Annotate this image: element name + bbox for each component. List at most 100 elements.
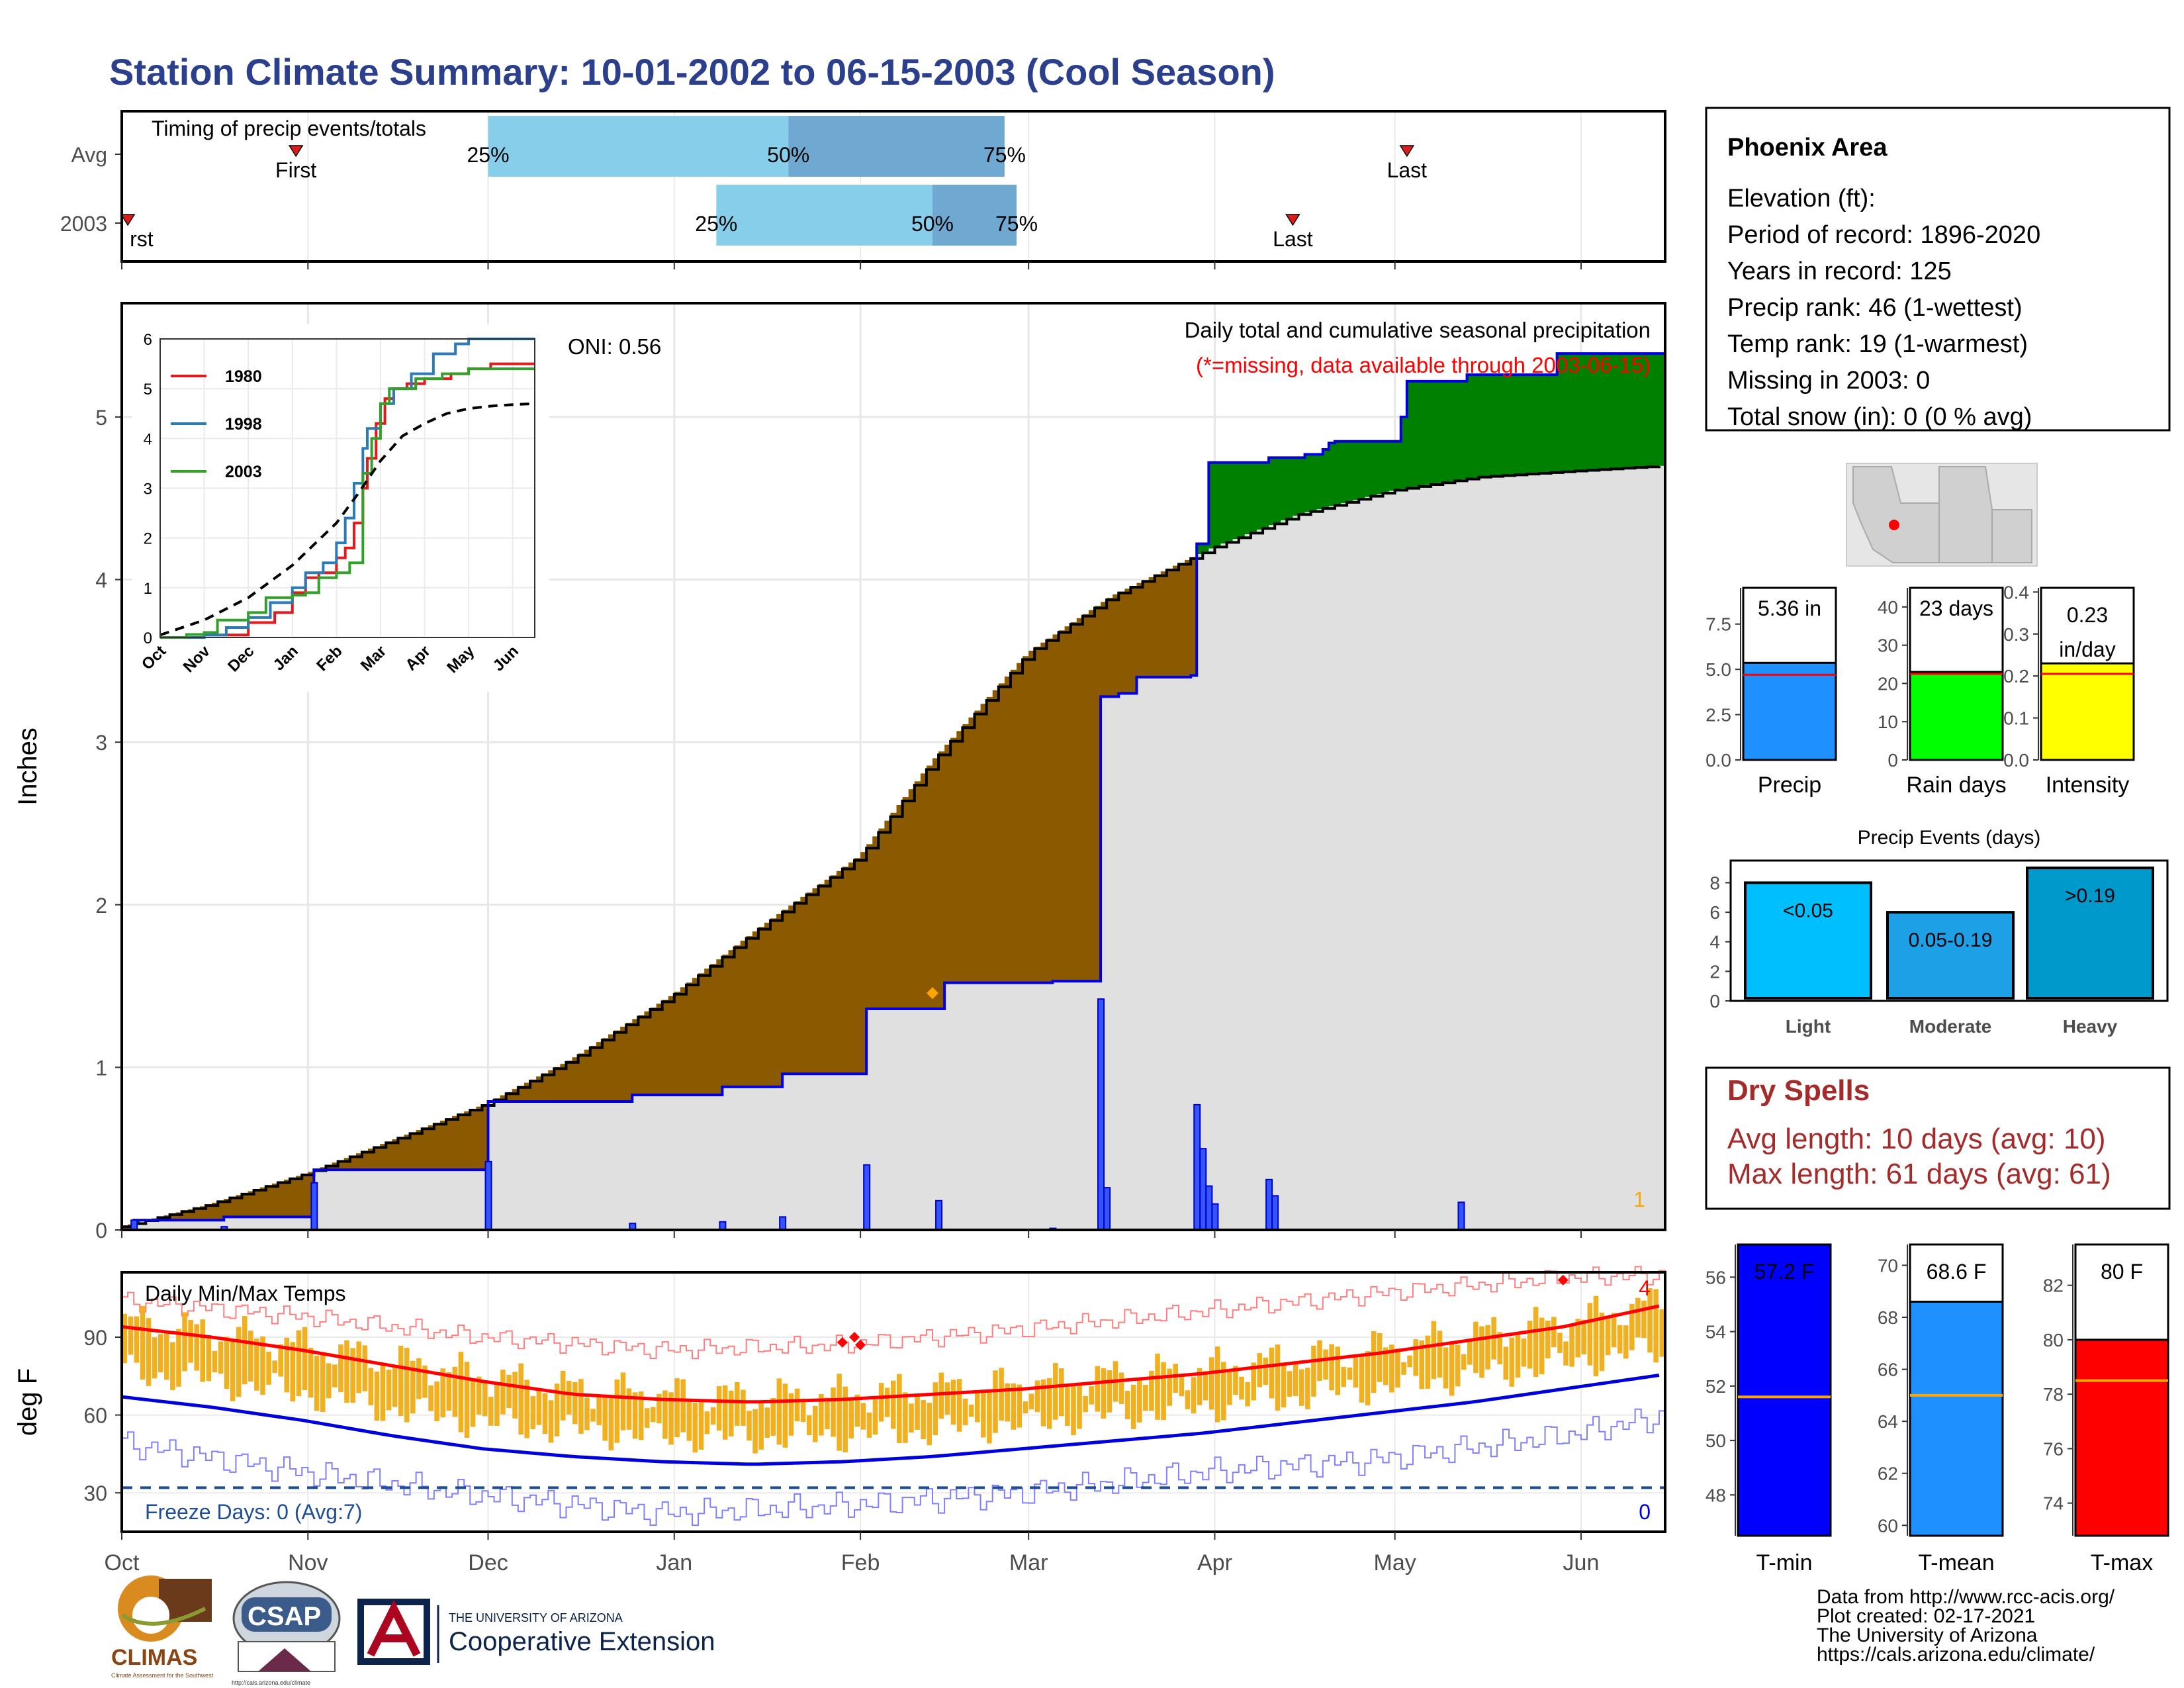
daily-temp-bar [662, 1390, 668, 1439]
cumulative-difference-fill [224, 1199, 230, 1217]
y-tick-label: 30 [83, 1481, 107, 1505]
month-tick-label: Feb [841, 1550, 880, 1575]
inset-y-tick-label: 0 [144, 630, 152, 647]
cumulative-base-fill [1557, 472, 1564, 1231]
station-info-box: Phoenix Area Elevation (ft): Period of r… [1705, 107, 2171, 432]
daily-temp-bar [944, 1382, 950, 1415]
cumulative-difference-fill [716, 959, 723, 1096]
cumulative-difference-fill [1017, 663, 1023, 983]
cumulative-difference-fill [1365, 441, 1371, 497]
precip-panel: 0 1 2 3 4 5 Inches Daily total and cumulative s… [13, 302, 1666, 1243]
summary-y-tick-label: 5.0 [1706, 659, 1731, 680]
y-tick-label: 4 [95, 569, 107, 592]
daily-temp-bar [1323, 1349, 1328, 1380]
cumulative-base-fill [620, 1101, 627, 1230]
cumulative-base-fill [296, 1217, 302, 1230]
daily-temp-bar [620, 1372, 626, 1430]
cumulative-difference-fill [1166, 568, 1173, 677]
cumulative-difference-fill [500, 1095, 507, 1102]
cumulative-difference-fill [1599, 353, 1606, 470]
cumulative-base-fill [1052, 981, 1060, 1230]
cumulative-base-fill [1551, 472, 1558, 1231]
daily-temp-bar [548, 1400, 554, 1443]
cumulative-base-fill [494, 1101, 501, 1230]
cumulative-difference-fill [1449, 381, 1456, 482]
daily-temp-bar [722, 1385, 728, 1440]
events-title: Precip Events (days) [1858, 827, 2041, 849]
cumulative-difference-fill [914, 781, 921, 1009]
cumulative-base-fill [668, 1095, 675, 1230]
inset-bg [132, 324, 549, 692]
summary-y-tick-label: 10 [1878, 712, 1898, 732]
daily-temp-bar [1557, 1333, 1563, 1353]
cumulative-base-fill [980, 982, 987, 1230]
daily-precip-bar [779, 1216, 787, 1231]
cumulative-difference-fill [884, 820, 891, 1009]
cumulative-base-fill [938, 1008, 945, 1230]
daily-precip-bar [484, 1160, 492, 1231]
daily-temp-bar [1208, 1357, 1214, 1410]
station-line: Years in record: 125 [1727, 258, 1952, 285]
daily-temp-bar [260, 1336, 265, 1395]
daily-temp-bar [1413, 1339, 1418, 1376]
daily-temp-bar [1449, 1343, 1455, 1396]
cumulative-base-fill [212, 1220, 218, 1230]
daily-temp-bar [182, 1312, 187, 1372]
events-value-label: 0.05-0.19 [1909, 929, 1993, 951]
temp-panel-title: Daily Min/Max Temps [145, 1282, 345, 1305]
cumulative-base-fill [1010, 982, 1017, 1230]
summary-category-label: Rain days [1906, 773, 2006, 798]
daily-temp-bar [806, 1415, 812, 1436]
cumulative-difference-fill [271, 1183, 279, 1217]
daily-temp-bar [1629, 1303, 1635, 1350]
daily-temp-bar [320, 1352, 326, 1413]
cumulative-difference-fill [1557, 353, 1564, 473]
cumulative-base-fill [1418, 486, 1426, 1230]
y-tick-label: 60 [83, 1404, 107, 1428]
daily-temp-bar [1251, 1362, 1256, 1401]
daily-temp-bar [1077, 1385, 1082, 1429]
cumulative-base-fill [1587, 470, 1594, 1230]
climas-logo-subtext: Climate Assessment for the Southwest [111, 1672, 214, 1679]
cumulative-base-fill [1635, 467, 1642, 1231]
daily-temp-bar [404, 1348, 410, 1423]
daily-temp-bar [1052, 1363, 1058, 1420]
cumulative-base-fill [458, 1170, 465, 1230]
daily-temp-bar [1191, 1377, 1197, 1414]
freeze-days-label: Freeze Days: 0 (Avg:7) [145, 1500, 362, 1524]
daily-temp-bar [488, 1396, 494, 1426]
daily-temp-bar [284, 1337, 290, 1393]
daily-temp-bar [230, 1341, 236, 1401]
daily-temp-bar [1005, 1383, 1010, 1422]
dry-spells-max: Max length: 61 days (avg: 61) [1727, 1158, 2111, 1190]
daily-temp-bar [878, 1383, 884, 1422]
cumulative-difference-fill [230, 1197, 237, 1217]
cumulative-base-fill [572, 1101, 579, 1230]
events-y-tick-label: 6 [1709, 902, 1720, 923]
cumulative-difference-fill [422, 1127, 429, 1170]
summary-y-tick-label: 0.2 [2003, 666, 2029, 686]
precip-events-bars: Precip Events (days) 0 2 4 6 8 <0.05 Light 0.05-… [1709, 827, 2169, 1037]
temp-summary-y-tick-label: 68 [1878, 1307, 1898, 1328]
cumulative-base-fill [163, 1220, 171, 1230]
daily-temp-bar [1383, 1347, 1388, 1385]
daily-temp-bar [657, 1393, 662, 1424]
daily-temp-bar [1065, 1387, 1070, 1427]
cumulative-difference-fill [1082, 614, 1089, 982]
cumulative-base-fill [578, 1101, 585, 1230]
timing-frame [120, 110, 1666, 263]
summary-y-tick-label: 0.4 [2003, 582, 2029, 602]
timing-p50-label: 50% [767, 143, 809, 167]
daily-temp-bar [842, 1386, 848, 1452]
cumulative-difference-fill [1455, 381, 1462, 481]
daily-temp-bar [398, 1346, 404, 1417]
cumulative-difference-fill [1232, 462, 1240, 539]
daily-temp-bar [758, 1401, 764, 1450]
events-bar [1744, 881, 1872, 1000]
cumulative-difference-fill [187, 1209, 195, 1221]
cumulative-difference-fill [1527, 375, 1533, 474]
cumulative-difference-fill [752, 931, 759, 1087]
cumulative-difference-fill [986, 696, 993, 983]
cumulative-base-fill [146, 1220, 152, 1230]
cumulative-base-fill [998, 982, 1005, 1230]
